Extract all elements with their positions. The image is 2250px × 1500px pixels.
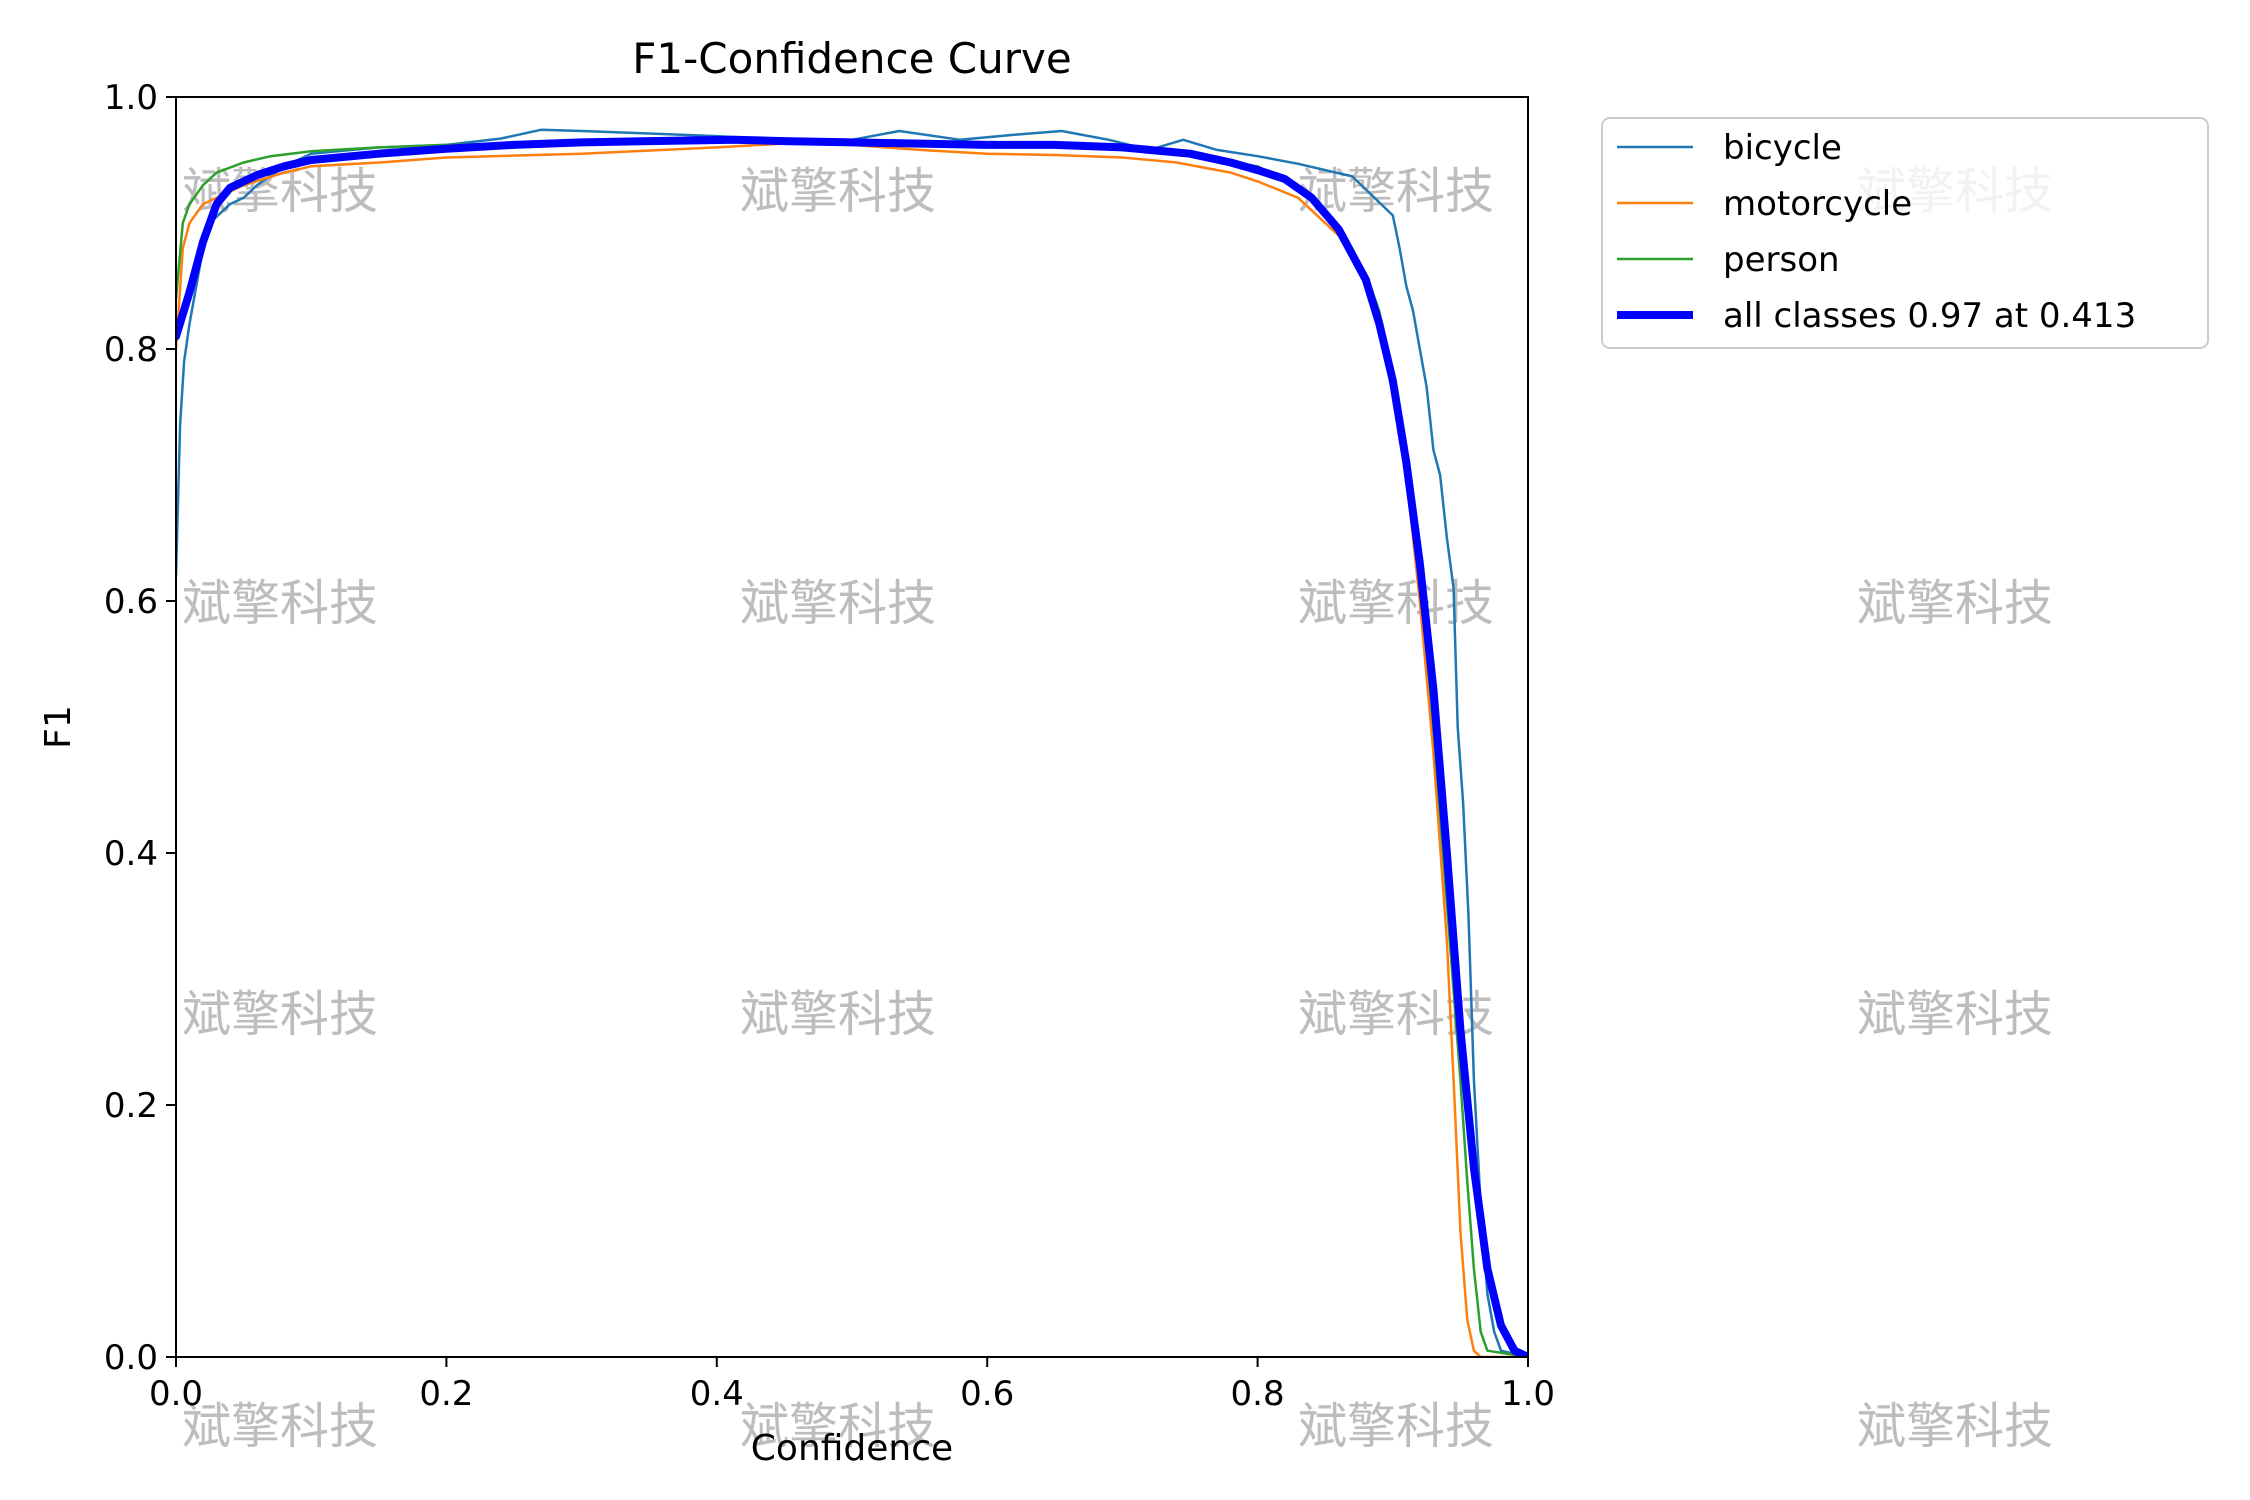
watermark-text: 斌擎科技: [182, 1398, 378, 1455]
y-tick-label: 0.0: [104, 1338, 158, 1378]
x-tick-label: 0.0: [149, 1374, 203, 1414]
y-tick-label: 0.8: [104, 330, 158, 370]
legend-label: bicycle: [1723, 128, 1842, 168]
y-tick-label: 0.2: [104, 1086, 158, 1126]
series-line-3: [176, 135, 1528, 1357]
chart-title: F1-Confidence Curve: [632, 34, 1071, 83]
legend-frame: [1601, 117, 2209, 349]
watermark-text: 斌擎科技: [1857, 575, 2053, 632]
x-tick-label: 0.4: [690, 1374, 744, 1414]
y-axis-label: F1: [38, 705, 79, 749]
x-tick-label: 0.8: [1231, 1374, 1285, 1414]
watermark-text: 斌擎科技: [182, 575, 378, 632]
watermark-text: 斌擎科技: [1298, 1398, 1494, 1455]
watermark-text: 斌擎科技: [1857, 1398, 2053, 1455]
legend: bicycle motorcycle person all classes 0.97 …: [1601, 117, 2209, 349]
legend-label: motorcycle: [1723, 184, 1912, 224]
x-tick-label: 0.6: [960, 1374, 1014, 1414]
series-layer: [176, 128, 1528, 1357]
x-axis: 0.0 0.2 0.4 0.6 0.8 1.0: [149, 1357, 1555, 1414]
legend-label: all classes 0.97 at 0.413: [1723, 296, 2136, 336]
watermark-text: 斌擎科技: [740, 986, 936, 1043]
watermark-text: 斌擎科技: [182, 986, 378, 1043]
series-line-1: [176, 142, 1528, 1357]
legend-label: person: [1723, 240, 1840, 280]
watermark-text: 斌擎科技: [740, 1398, 936, 1455]
series-line-0: [176, 128, 1528, 1357]
y-tick-label: 1.0: [104, 78, 158, 118]
watermark-text: 斌擎科技: [740, 163, 936, 220]
y-axis: 0.0 0.2 0.4 0.6 0.8 1.0: [104, 78, 176, 1378]
x-tick-label: 1.0: [1501, 1374, 1555, 1414]
y-tick-label: 0.4: [104, 834, 158, 874]
watermark-text: 斌擎科技: [740, 575, 936, 632]
watermark-text: 斌擎科技: [1857, 986, 2053, 1043]
x-axis-label: Confidence: [751, 1428, 953, 1469]
watermark-text: 斌擎科技: [1298, 575, 1494, 632]
y-tick-label: 0.6: [104, 582, 158, 622]
plot-frame: [175, 96, 1529, 1358]
x-tick-label: 0.2: [419, 1374, 473, 1414]
